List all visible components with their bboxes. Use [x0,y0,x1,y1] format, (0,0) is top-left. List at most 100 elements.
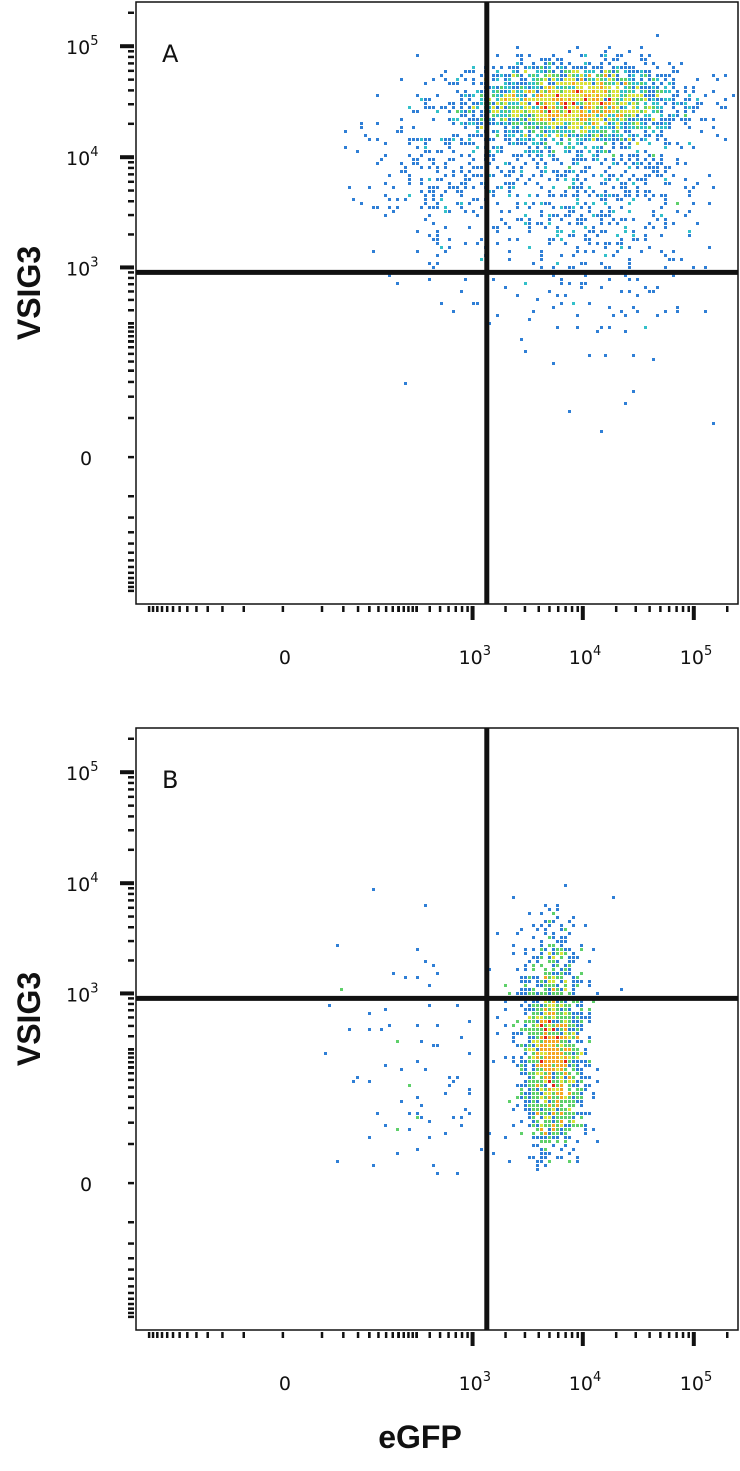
event-dot [624,110,627,113]
event-dot [512,114,515,117]
event-dot [544,114,547,117]
event-dot [528,54,531,57]
event-dot [600,94,603,97]
event-dot [648,142,651,145]
event-dot [580,1052,583,1055]
event-dot [544,58,547,61]
event-dot [568,206,571,209]
event-dot [572,1020,575,1023]
event-dot [548,1112,551,1115]
event-dot [564,118,567,121]
event-dot [588,1020,591,1023]
event-dot [624,230,627,233]
event-dot [444,174,447,177]
event-dot [688,194,691,197]
event-dot [568,1120,571,1123]
event-dot [616,66,619,69]
event-dot [628,134,631,137]
event-dot [620,206,623,209]
event-dot [640,82,643,85]
event-dot [588,74,591,77]
event-dot [572,952,575,955]
event-dot [536,1088,539,1091]
event-dot [640,178,643,181]
event-dot [400,126,403,129]
event-dot [552,266,555,269]
event-dot [660,214,663,217]
event-dot [548,1092,551,1095]
event-dot [516,1020,519,1023]
event-dot [536,956,539,959]
event-dot [492,94,495,97]
event-dot [628,290,631,293]
event-dot [580,94,583,97]
event-dot [632,182,635,185]
event-dot [416,54,419,57]
event-dot [692,106,695,109]
event-dot [616,118,619,121]
event-dot [528,988,531,991]
event-dot [416,230,419,233]
event-dot [416,162,419,165]
event-dot [548,1024,551,1027]
event-dot [576,1064,579,1067]
event-dot [544,1112,547,1115]
event-dot [636,142,639,145]
event-dot [544,62,547,65]
event-dot [520,1028,523,1031]
event-dot [648,54,651,57]
event-dot [548,134,551,137]
event-dot [552,1092,555,1095]
event-dot [544,1148,547,1151]
event-dot [568,114,571,117]
event-dot [532,126,535,129]
event-dot [564,884,567,887]
event-dot [648,90,651,93]
event-dot [556,1080,559,1083]
event-dot [644,110,647,113]
event-dot [504,182,507,185]
event-dot [492,86,495,89]
event-dot [612,130,615,133]
event-dot [584,158,587,161]
event-dot [488,118,491,121]
event-dot [552,122,555,125]
event-dot [684,86,687,89]
event-dot [556,126,559,129]
event-dot [424,106,427,109]
event-dot [564,1032,567,1035]
event-dot [580,142,583,145]
event-dot [588,110,591,113]
event-dot [584,110,587,113]
event-dot [552,1048,555,1051]
event-dot [548,1124,551,1127]
event-dot [420,154,423,157]
event-dot [624,274,627,277]
event-dot [604,70,607,73]
event-dot [424,198,427,201]
event-dot [424,218,427,221]
event-dot [616,102,619,105]
event-dot [464,142,467,145]
event-dot [660,114,663,117]
event-dot [620,198,623,201]
event-dot [520,74,523,77]
event-dot [576,222,579,225]
event-dot [552,98,555,101]
event-dot [656,34,659,37]
event-dot [564,170,567,173]
event-dot [372,250,375,253]
event-dot [584,106,587,109]
event-dot [420,138,423,141]
event-dot [548,1012,551,1015]
event-dot [556,66,559,69]
event-dot [536,1056,539,1059]
event-dot [572,114,575,117]
event-dot [524,106,527,109]
event-dot [496,242,499,245]
event-dot [532,1120,535,1123]
event-dot [504,286,507,289]
event-dot [536,1128,539,1131]
event-dot [512,1040,515,1043]
event-dot [632,126,635,129]
